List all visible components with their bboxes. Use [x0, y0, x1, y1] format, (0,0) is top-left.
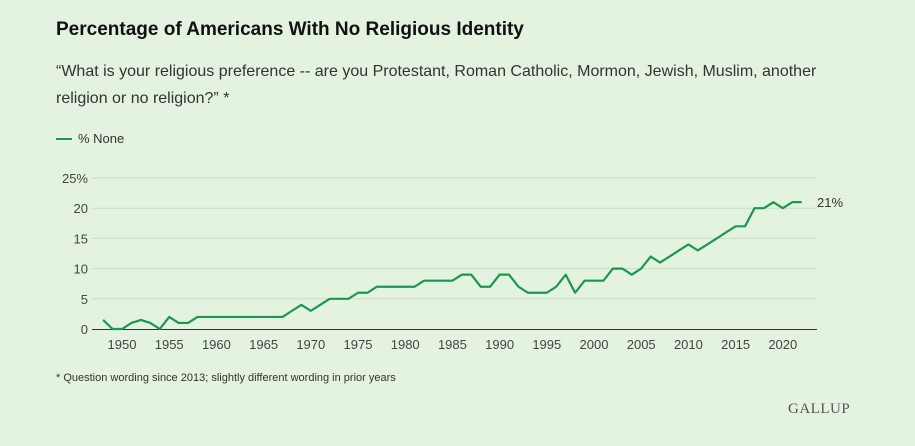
y-tick-label: 20 [74, 201, 88, 216]
y-tick-label: 25% [62, 171, 88, 186]
x-tick-label: 1980 [391, 337, 420, 352]
x-tick-label: 2020 [768, 337, 797, 352]
y-tick-label: 15 [74, 231, 88, 246]
x-tick-label: 1970 [296, 337, 325, 352]
x-tick-label: 1985 [438, 337, 467, 352]
x-tick-label: 1975 [344, 337, 373, 352]
legend-swatch [56, 137, 72, 140]
legend: % None [56, 131, 124, 146]
footnote: * Question wording since 2013; slightly … [56, 372, 396, 384]
x-tick-label: 1955 [155, 337, 184, 352]
x-tick-label: 1990 [485, 337, 514, 352]
x-tick-label: 1960 [202, 337, 231, 352]
end-value-label: 21% [817, 195, 843, 210]
x-tick-label: 1965 [249, 337, 278, 352]
legend-label: % None [78, 131, 125, 146]
y-tick-label: 0 [81, 322, 88, 337]
series-line-none [102, 201, 802, 331]
chart-title: Percentage of Americans With No Religiou… [56, 19, 524, 40]
x-tick-label: 2005 [627, 337, 656, 352]
x-tick-label: 1995 [532, 337, 561, 352]
y-tick-label: 10 [74, 262, 88, 277]
y-tick-label: 5 [81, 292, 88, 307]
chart-subtitle: “What is your religious preference -- ar… [56, 63, 817, 107]
x-tick-label: 2015 [721, 337, 750, 352]
x-tick-label: 2010 [674, 337, 703, 352]
x-tick-label: 2000 [580, 337, 609, 352]
x-tick-label: 1950 [108, 337, 137, 352]
gallup-logo: GALLUP [788, 401, 851, 417]
